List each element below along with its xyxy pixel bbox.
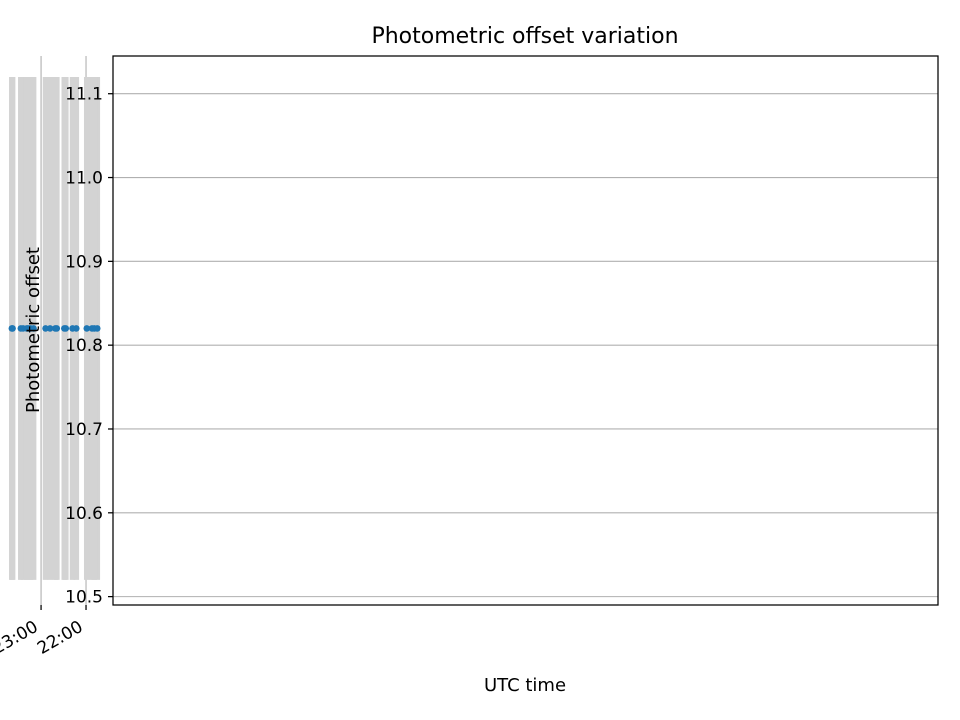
data-point [69,325,76,332]
data-point [88,325,96,332]
data-point [17,325,25,332]
data-points [8,325,101,332]
y-tick-label: 10.8 [65,336,103,356]
data-point [83,325,91,332]
plot-area-frame [112,55,939,606]
y-tick-label: 10.9 [65,252,103,272]
chart-title: Photometric offset variation [371,24,678,49]
data-point [8,325,16,332]
data-point [60,325,68,332]
y-tick-label: 10.6 [65,504,103,524]
y-axis-label: Photometric offset [23,247,44,413]
y-gridlines [113,93,938,598]
y-tick-label: 10.7 [65,420,103,440]
y-tick-label: 11.1 [65,85,103,105]
y-tick-label: 11.0 [65,169,103,189]
y-tick-label: 10.5 [65,588,103,608]
data-point [42,325,49,332]
y-axis-ticks: 10.5 10.6 10.7 10.8 10.9 11.0 11.1 [65,85,113,608]
data-point [52,325,59,332]
x-axis-label: UTC time [484,675,566,696]
